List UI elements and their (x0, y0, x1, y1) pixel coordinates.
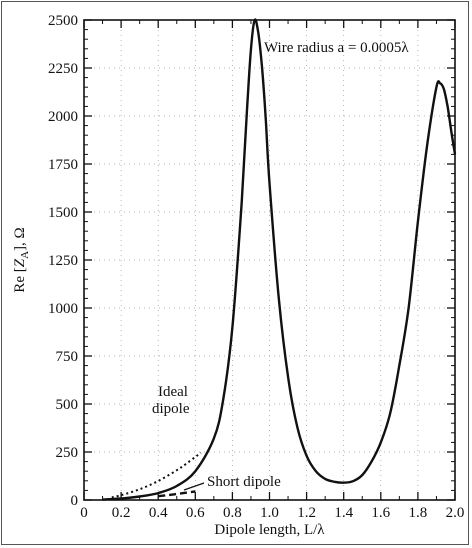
y-tick-label: 2500 (48, 13, 78, 29)
y-tick-label: 500 (56, 397, 79, 413)
short-dipole-label: Short dipole (207, 474, 281, 490)
short-dipole-leader-line (183, 482, 205, 491)
x-tick-label: 1.8 (409, 505, 428, 521)
labels-layer: 0 0.2 0.4 0.6 0.8 1.0 1.2 1.4 1.6 1.8 2.0 0 250 500 75… (48, 13, 464, 521)
y-tick-label: 1250 (48, 253, 78, 269)
x-tick-label: 1.2 (297, 505, 316, 521)
y-tick-label: 2000 (48, 109, 78, 125)
ideal-dipole-label-line2: dipole (152, 401, 190, 417)
x-tick-label: 0.8 (223, 505, 242, 521)
y-tick-label: 1500 (48, 205, 78, 221)
short-dipole-curve (158, 490, 196, 498)
impedance-curve (102, 18, 457, 501)
wire-radius-annotation: Wire radius a = 0.0005λ (264, 40, 409, 56)
y-axis-label: Re [ZA], Ω (12, 227, 31, 292)
x-tick-label: 0.4 (149, 505, 168, 521)
y-tick-label: 750 (56, 349, 79, 365)
grid-layer (84, 20, 455, 500)
y-tick-label: 1000 (48, 301, 78, 317)
y-tick-label: 1750 (48, 157, 78, 173)
x-tick-label: 0.2 (112, 505, 131, 521)
x-tick-label: 0.6 (186, 505, 205, 521)
x-tick-label: 1.0 (260, 505, 279, 521)
x-tick-label: 1.4 (334, 505, 353, 521)
y-tick-label: 250 (56, 445, 79, 461)
y-axis-label-suffix: ], Ω (12, 227, 28, 251)
x-tick-label: 0 (80, 505, 88, 521)
ideal-dipole-curve (111, 451, 202, 499)
y-axis-label-prefix: Re [ (12, 267, 28, 292)
x-axis-label: Dipole length, L/λ (214, 522, 325, 538)
ticks-layer (83, 19, 456, 501)
series-layer (102, 18, 457, 501)
y-tick-label: 2250 (48, 61, 78, 77)
y-tick-label: 0 (71, 493, 79, 509)
x-tick-label: 2.0 (446, 505, 465, 521)
ideal-dipole-label-line1: Ideal (158, 384, 188, 400)
y-axis-label-symbol: Z (12, 258, 28, 267)
y-axis-label-subscript: A (19, 251, 31, 259)
x-tick-label: 1.6 (371, 505, 390, 521)
